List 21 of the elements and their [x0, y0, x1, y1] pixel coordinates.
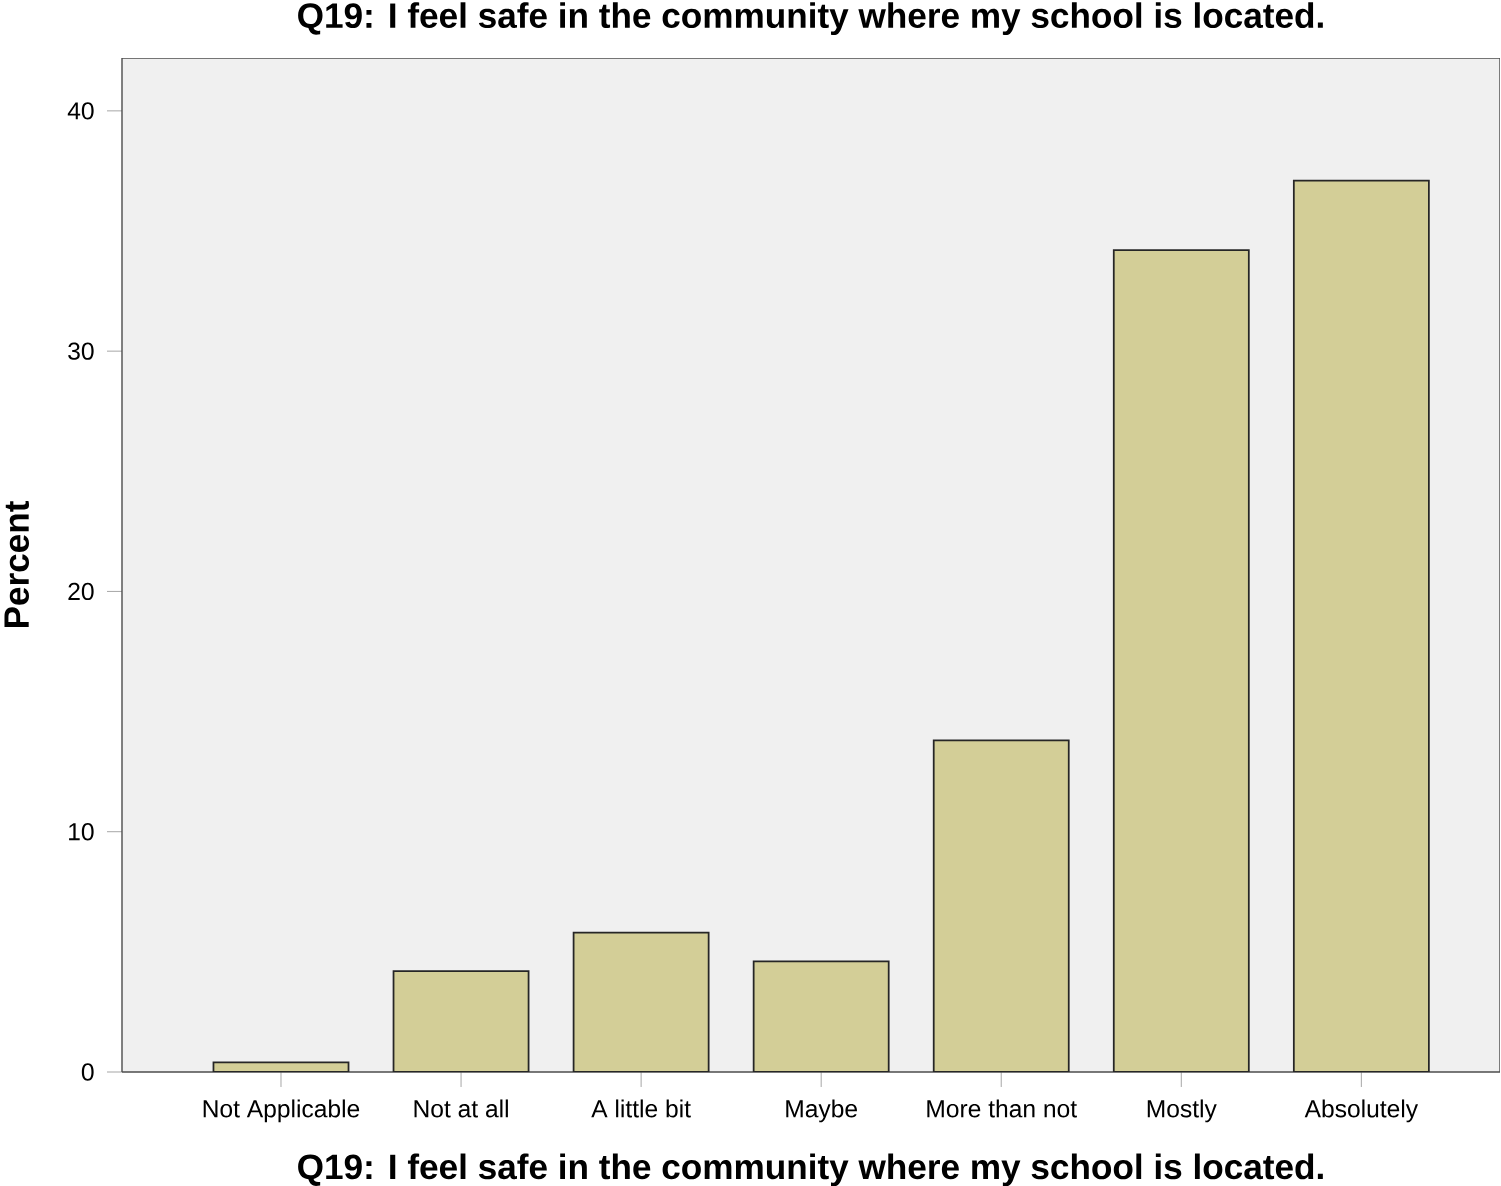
x-tick-label: Not Applicable — [203, 1099, 360, 1123]
y-tick-label: 0 — [81, 1063, 94, 1081]
x-axis-title: Q19: I feel safe in the community where my school is located. — [298, 1153, 1323, 1186]
y-tick-label: 10 — [69, 823, 94, 841]
y-tick-label: 30 — [68, 342, 94, 360]
bar — [752, 960, 890, 1072]
chart-title: Q19: I feel safe in the community where my school is located. — [298, 2, 1323, 36]
x-tick-label: Mostly — [1147, 1099, 1217, 1123]
x-tick-label: Maybe — [786, 1099, 857, 1123]
x-tick-label: A little bit — [591, 1099, 691, 1118]
y-tick-label: 20 — [68, 582, 94, 601]
bar — [1112, 249, 1250, 1072]
x-tick-label: Not at all — [414, 1099, 508, 1118]
bar — [932, 739, 1070, 1072]
x-tick-label: More than not — [927, 1099, 1077, 1118]
bar — [572, 931, 710, 1072]
bar — [1292, 179, 1430, 1072]
y-tick-label: 40 — [67, 102, 94, 120]
bar — [392, 970, 530, 1072]
x-tick-label: Absolutely — [1304, 1099, 1419, 1123]
y-axis-title: Percent — [4, 500, 30, 628]
